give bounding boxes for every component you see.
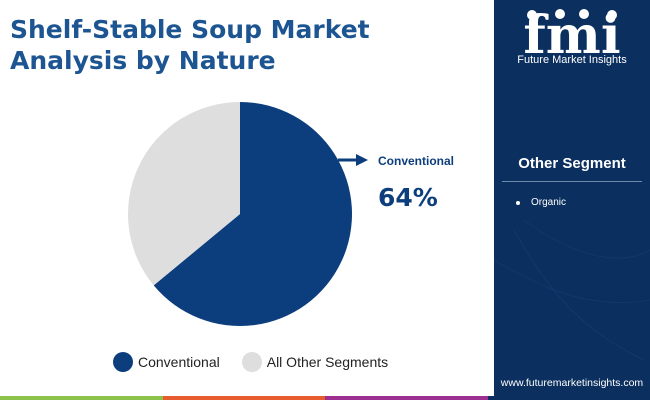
- chart-title-line-2: Analysis by Nature: [10, 46, 276, 75]
- pie-slices: [127, 102, 353, 326]
- legend-label-other: All Other Segments: [266, 354, 389, 370]
- chart-legend: Conventional All Other Segments: [113, 350, 410, 374]
- pie-slice-all-other-segments: [127, 102, 240, 286]
- segment-list-item: Organic: [516, 197, 566, 208]
- legend-swatch-other: [241, 352, 262, 372]
- bottom-bar-segment: [162, 396, 325, 400]
- other-segment-heading: Other Segment: [518, 155, 626, 172]
- bottom-bar-segment: [325, 396, 488, 400]
- legend-label-conventional: Conventional: [138, 354, 220, 370]
- callout-label: Conventional: [378, 154, 454, 168]
- pie-slice-conventional: [153, 102, 353, 326]
- logo-icon-3: [579, 9, 589, 19]
- panel-background-streaks: [494, 219, 650, 361]
- fmi-logo: fmi: [523, 5, 620, 66]
- logo-icon-4: [607, 10, 617, 20]
- logo-icon-2: [555, 9, 565, 19]
- legend-item-other: All Other Segments: [241, 352, 389, 372]
- legend-item-conventional: Conventional: [113, 352, 220, 372]
- bottom-bar-segment: [0, 396, 163, 400]
- callout: Conventional 64%: [338, 154, 454, 212]
- logo-text: fmi: [523, 5, 620, 66]
- chart-title: Shelf-Stable Soup Market Analysis by Nat…: [10, 14, 480, 76]
- website-link[interactable]: www.futuremarketinsights.com: [500, 377, 644, 389]
- logo-caption: Future Market Insights: [517, 54, 627, 66]
- bottom-bar-segment: [487, 396, 650, 400]
- legend-swatch-conventional: [113, 352, 133, 372]
- segment-label-organic: Organic: [531, 197, 567, 208]
- bottom-color-bar: [0, 396, 650, 400]
- heading-divider: [502, 181, 642, 182]
- side-panel: fmi Future Market Insights Other Segment…: [494, 0, 650, 400]
- bullet-icon: [516, 200, 520, 205]
- chart-title-line-1: Shelf-Stable Soup Market: [10, 15, 370, 44]
- logo-icon-1: [527, 10, 537, 20]
- callout-arrow-head: [356, 154, 368, 166]
- callout-value: 64%: [378, 183, 438, 212]
